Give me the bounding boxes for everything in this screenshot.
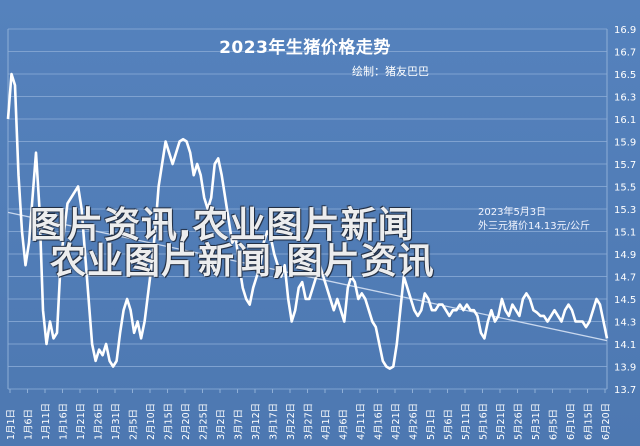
y-tick-label: 16.3 [614, 93, 636, 104]
x-tick-label: 3月17日 [269, 403, 280, 440]
y-tick-label: 15.9 [614, 138, 636, 149]
x-tick-label: 4月1日 [321, 409, 332, 440]
trend-line [7, 211, 608, 342]
y-tick-label: 15.7 [614, 160, 636, 171]
annotation-date: 2023年5月3日 [478, 207, 547, 218]
y-tick-label: 15.3 [614, 205, 636, 216]
y-tick-label: 16.7 [614, 48, 636, 59]
y-tick-label: 14.3 [614, 318, 636, 329]
x-tick-label: 1月16日 [59, 403, 70, 440]
y-tick-label: 16.9 [614, 25, 636, 36]
x-tick-label: 1月6日 [24, 409, 35, 440]
y-tick-label: 14.5 [614, 295, 636, 306]
chart-author: 绘制：猪友巴巴 [352, 65, 429, 78]
x-tick-label: 4月26日 [409, 403, 420, 440]
x-tick-label: 3月12日 [251, 403, 262, 440]
x-tick-label: 2月10日 [146, 403, 157, 440]
x-tick-label: 1月1日 [6, 409, 17, 440]
x-tick-label: 4月21日 [391, 403, 402, 440]
x-tick-label: 4月11日 [356, 403, 367, 440]
x-tick-label: 5月31日 [531, 403, 542, 440]
x-tick-label: 5月21日 [496, 403, 507, 440]
x-tick-label: 6月20日 [601, 403, 612, 440]
price-annotation: 2023年5月3日 外三元猪价14.13元/公斤 [478, 206, 618, 234]
chart-title: 2023年生猪价格走势 [219, 38, 391, 58]
x-tick-label: 6月5日 [549, 409, 560, 440]
watermark-line-1: 图片资讯,农业图片新闻 [30, 205, 415, 246]
x-tick-label: 3月27日 [304, 403, 315, 440]
y-tick-label: 15.1 [614, 228, 636, 239]
x-tick-label: 2月25日 [199, 403, 210, 440]
price-series-line [6, 72, 609, 371]
x-tick-label: 1月21日 [76, 403, 87, 440]
annotation-price: 外三元猪价14.13元/公斤 [478, 221, 590, 232]
y-tick-label: 16.1 [614, 115, 636, 126]
x-tick-label: 6月15日 [584, 403, 595, 440]
y-tick-label: 15.5 [614, 183, 636, 194]
x-tick-label: 3月22日 [286, 403, 297, 440]
y-tick-label: 13.7 [614, 385, 636, 396]
x-tick-label: 5月26日 [514, 403, 525, 440]
x-tick-label: 4月16日 [374, 403, 385, 440]
x-tick-label: 1月31日 [111, 403, 122, 440]
x-tick-label: 1月11日 [41, 403, 52, 440]
x-tick-label: 1月26日 [94, 403, 105, 440]
y-tick-label: 14.1 [614, 340, 636, 351]
x-tick-label: 6月10日 [566, 403, 577, 440]
y-tick-label: 14.7 [614, 273, 636, 284]
x-tick-label: 3月7日 [234, 409, 245, 440]
x-tick-label: 2月20日 [181, 403, 192, 440]
y-tick-label: 13.9 [614, 363, 636, 374]
watermark-line-2: 农业图片新闻,图片资讯 [50, 241, 435, 282]
x-tick-label: 5月6日 [444, 409, 455, 440]
x-tick-label: 2月5日 [129, 409, 140, 440]
x-tick-label: 4月6日 [339, 409, 350, 440]
x-tick-label: 2月15日 [164, 403, 175, 440]
x-tick-label: 5月16日 [479, 403, 490, 440]
y-tick-label: 14.9 [614, 250, 636, 261]
x-tick-label: 5月1日 [426, 409, 437, 440]
x-tick-label: 3月2日 [216, 409, 227, 440]
x-tick-label: 5月11日 [461, 403, 472, 440]
y-tick-label: 16.5 [614, 70, 636, 81]
